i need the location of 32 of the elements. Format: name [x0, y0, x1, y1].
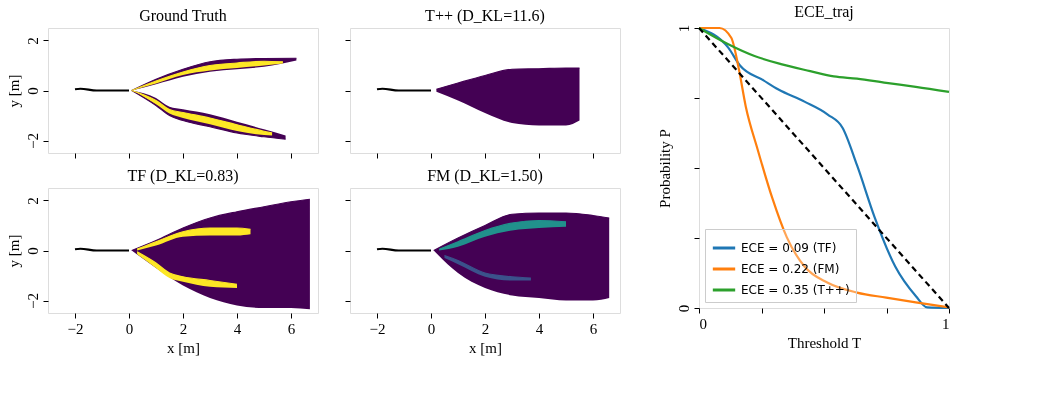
x-tick-label: 0	[427, 320, 436, 337]
y-axis-title: y [m]	[5, 74, 22, 108]
x-axis-title: Threshold T	[787, 334, 862, 351]
x-axis-title: x [m]	[167, 339, 200, 356]
x-tick-label: 6	[287, 320, 296, 337]
y-tick-label: −2	[24, 293, 41, 309]
y-tick-label: 0	[24, 247, 41, 255]
x-tick-label: 0	[125, 320, 134, 337]
chart-title: FM (D_KL=1.50)	[427, 167, 543, 185]
legend-label: ECE = 0.35 (T++)	[741, 283, 850, 297]
chart-title: Ground Truth	[139, 7, 227, 24]
x-tick-label: 4	[535, 320, 544, 337]
x-tick-label: −2	[369, 320, 386, 337]
y-tick-label: 2	[24, 197, 41, 205]
y-tick-label: −2	[24, 133, 41, 149]
y-tick-label: 2	[24, 37, 41, 45]
line-series	[697, 26, 951, 93]
chart-title: T++ (D_KL=11.6)	[425, 7, 545, 25]
y-tick-label: 0	[24, 87, 41, 95]
x-tick-label: 2	[179, 320, 188, 337]
chart-title: TF (D_KL=0.83)	[127, 167, 239, 185]
x-tick-label: 2	[481, 320, 490, 337]
x-tick-label: 1	[942, 315, 950, 332]
x-tick-label: 4	[233, 320, 242, 337]
x-axis-title: x [m]	[469, 339, 502, 356]
y-axis-title: Probability P	[656, 129, 673, 208]
x-tick-label: 6	[589, 320, 598, 337]
legend-label: ECE = 0.22 (FM)	[741, 262, 840, 276]
x-tick-label: 0	[699, 315, 707, 332]
y-axis-title: y [m]	[5, 234, 22, 268]
x-tick-label: −2	[67, 320, 84, 337]
chart-title: ECE_traj	[794, 3, 854, 22]
